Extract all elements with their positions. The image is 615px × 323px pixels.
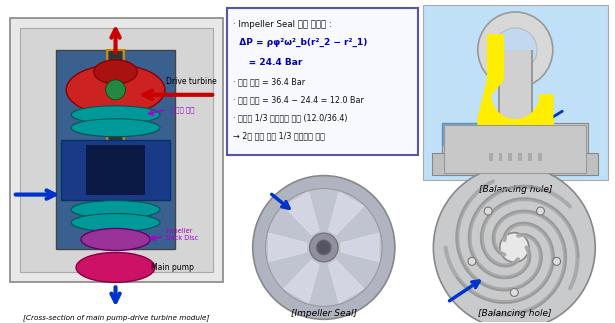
Text: = 24.4 Bar: = 24.4 Bar	[233, 58, 303, 67]
Bar	[518, 153, 522, 161]
Bar	[10, 18, 223, 282]
Bar	[444, 125, 586, 172]
Bar	[498, 50, 499, 125]
Text: [Balancing hole]: [Balancing hole]	[478, 185, 552, 193]
Circle shape	[317, 240, 331, 255]
Bar	[62, 140, 170, 200]
Ellipse shape	[71, 119, 160, 137]
Circle shape	[484, 207, 492, 215]
Circle shape	[553, 257, 561, 266]
Bar	[109, 50, 122, 249]
Ellipse shape	[81, 228, 150, 250]
Polygon shape	[442, 123, 488, 145]
Circle shape	[106, 80, 125, 100]
Bar	[423, 5, 608, 180]
Bar	[498, 50, 533, 125]
Text: → 2차 유동 유량 1/3 수준으로 감소: → 2차 유동 유량 1/3 수준으로 감소	[233, 132, 325, 141]
Text: [Cross-section of main pump-drive turbine module]: [Cross-section of main pump-drive turbin…	[23, 314, 210, 321]
Text: ΔP = ρφ²ω²_b(r²_2 − r²_1): ΔP = ρφ²ω²_b(r²_2 − r²_1)	[233, 38, 367, 47]
Ellipse shape	[71, 201, 160, 219]
Bar	[509, 153, 512, 161]
Text: Impeller
Back Disc: Impeller Back Disc	[166, 228, 198, 241]
Bar	[538, 153, 542, 161]
Bar	[86, 145, 145, 194]
Ellipse shape	[71, 106, 160, 124]
Ellipse shape	[66, 65, 165, 115]
Bar	[432, 153, 598, 175]
Bar	[531, 50, 533, 125]
Bar	[57, 50, 175, 249]
Circle shape	[309, 233, 338, 262]
Circle shape	[500, 233, 529, 262]
Text: · 감소 차압 = 36.4 − 24.4 = 12.0 Bar: · 감소 차압 = 36.4 − 24.4 = 12.0 Bar	[233, 96, 364, 105]
Polygon shape	[269, 233, 307, 262]
Bar	[442, 123, 589, 175]
Bar	[499, 153, 502, 161]
Circle shape	[536, 207, 544, 215]
Bar	[489, 153, 493, 161]
Circle shape	[494, 28, 537, 72]
Polygon shape	[478, 35, 553, 158]
Text: [Balancing hole]: [Balancing hole]	[478, 309, 551, 318]
Bar	[528, 153, 532, 161]
Circle shape	[510, 288, 518, 297]
Text: [Impeller Seal]: [Impeller Seal]	[291, 309, 357, 318]
FancyBboxPatch shape	[227, 8, 418, 155]
Polygon shape	[284, 260, 319, 303]
Text: · 당초 차압 = 36.4 Bar: · 당초 차압 = 36.4 Bar	[233, 78, 305, 87]
Ellipse shape	[71, 214, 160, 232]
Polygon shape	[284, 192, 319, 234]
Circle shape	[266, 189, 382, 307]
Circle shape	[478, 12, 553, 88]
Bar	[106, 50, 124, 249]
Text: · 차압량 1/3 수준으로 감소 (12.0/36.4): · 차압량 1/3 수준으로 감소 (12.0/36.4)	[233, 114, 347, 123]
Polygon shape	[328, 260, 363, 303]
Circle shape	[468, 257, 476, 266]
Text: 베어링 밀새: 베어링 밀새	[171, 107, 194, 113]
Polygon shape	[341, 233, 379, 262]
Ellipse shape	[94, 60, 137, 84]
Bar	[20, 28, 213, 272]
Circle shape	[253, 176, 395, 319]
Ellipse shape	[76, 253, 155, 282]
Circle shape	[434, 166, 595, 323]
Text: Drive turbine: Drive turbine	[166, 77, 216, 86]
Text: Main pump: Main pump	[151, 263, 194, 272]
Polygon shape	[328, 192, 363, 234]
Text: · Impeller Seal 압력 감소량 :: · Impeller Seal 압력 감소량 :	[233, 20, 331, 29]
